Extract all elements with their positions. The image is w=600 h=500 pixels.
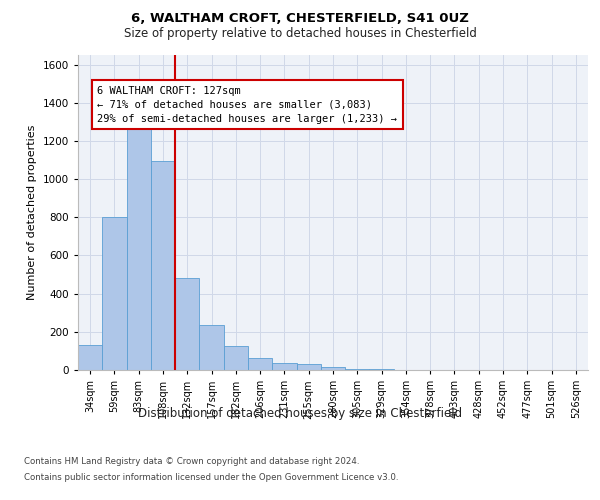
Bar	[296, 364, 321, 370]
Text: Contains public sector information licensed under the Open Government Licence v3: Contains public sector information licen…	[24, 472, 398, 482]
Bar	[321, 366, 345, 370]
Bar	[151, 161, 175, 370]
Text: Contains HM Land Registry data © Crown copyright and database right 2024.: Contains HM Land Registry data © Crown c…	[24, 458, 359, 466]
Bar	[175, 278, 199, 370]
Bar	[199, 325, 224, 370]
Bar	[127, 126, 151, 370]
Bar	[248, 358, 272, 370]
Y-axis label: Number of detached properties: Number of detached properties	[27, 125, 37, 300]
Bar	[102, 218, 127, 370]
Text: 6 WALTHAM CROFT: 127sqm
← 71% of detached houses are smaller (3,083)
29% of semi: 6 WALTHAM CROFT: 127sqm ← 71% of detache…	[97, 86, 397, 124]
Text: Distribution of detached houses by size in Chesterfield: Distribution of detached houses by size …	[138, 408, 462, 420]
Text: Size of property relative to detached houses in Chesterfield: Size of property relative to detached ho…	[124, 28, 476, 40]
Bar	[345, 369, 370, 370]
Bar	[78, 345, 102, 370]
Bar	[272, 362, 296, 370]
Bar	[224, 346, 248, 370]
Text: 6, WALTHAM CROFT, CHESTERFIELD, S41 0UZ: 6, WALTHAM CROFT, CHESTERFIELD, S41 0UZ	[131, 12, 469, 26]
